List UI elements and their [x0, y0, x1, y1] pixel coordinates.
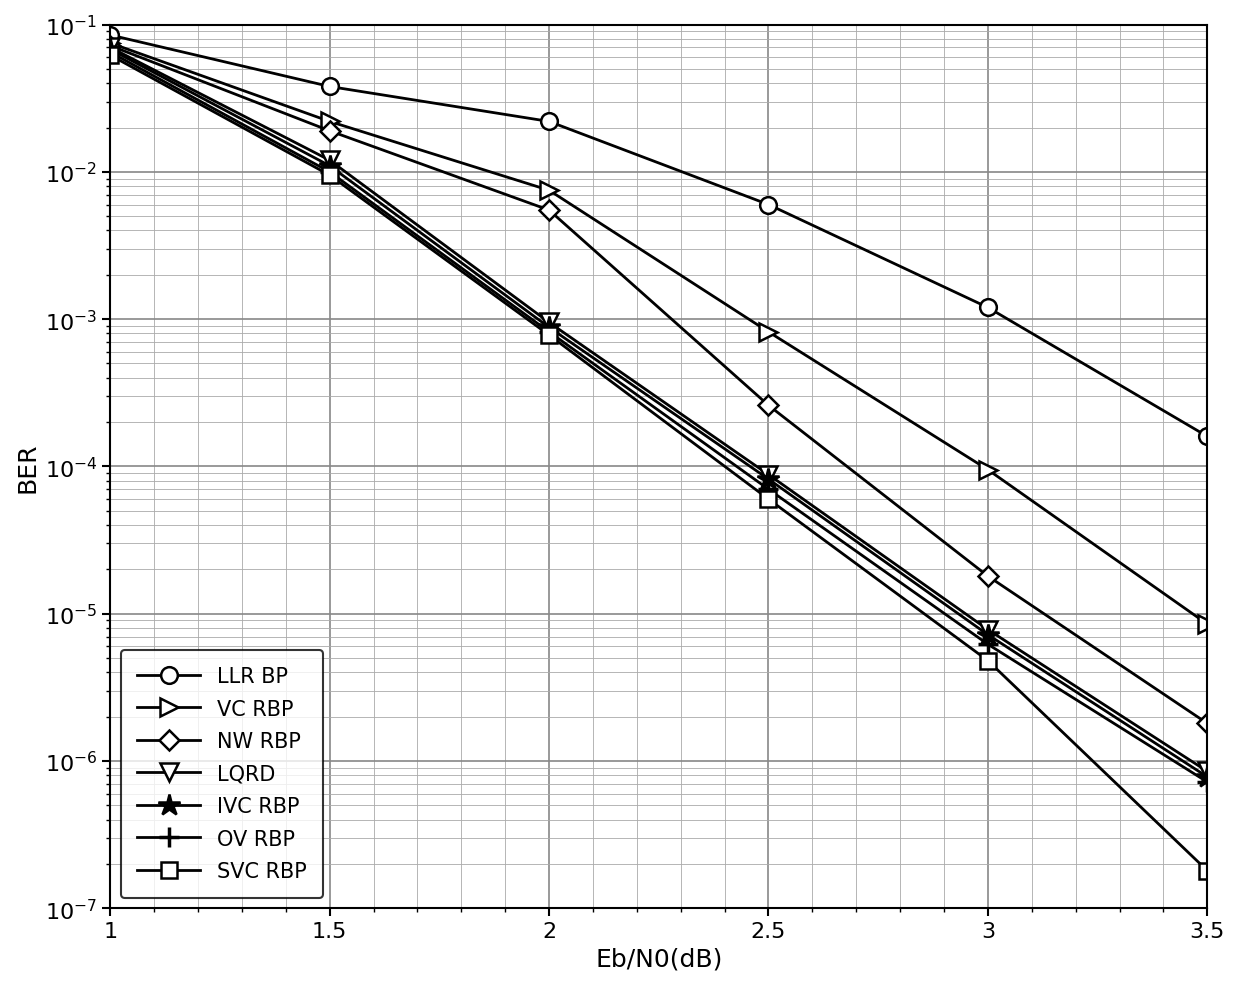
LLR BP: [761, 199, 776, 211]
VC RBP: [542, 185, 557, 197]
IVC RBP: [322, 161, 337, 173]
X-axis label: Eb/N0(dB): Eb/N0(dB): [595, 947, 723, 971]
OV RBP: [322, 167, 337, 178]
Line: SVC RBP: SVC RBP: [103, 48, 1215, 879]
LQRD: [761, 469, 776, 481]
SVC RBP: [542, 329, 557, 341]
LLR BP: [322, 82, 337, 94]
LLR BP: [981, 303, 996, 315]
SVC RBP: [1200, 865, 1215, 877]
LQRD: [322, 155, 337, 167]
IVC RBP: [1200, 771, 1215, 783]
VC RBP: [1200, 618, 1215, 630]
IVC RBP: [981, 629, 996, 641]
LLR BP: [542, 116, 557, 128]
Legend: LLR BP, VC RBP, NW RBP, LQRD, IVC RBP, OV RBP, SVC RBP: LLR BP, VC RBP, NW RBP, LQRD, IVC RBP, O…: [120, 650, 322, 898]
LLR BP: [1200, 431, 1215, 443]
SVC RBP: [322, 170, 337, 181]
SVC RBP: [761, 494, 776, 506]
LQRD: [103, 42, 118, 54]
Line: VC RBP: VC RBP: [102, 35, 1216, 633]
LQRD: [542, 317, 557, 329]
NW RBP: [761, 400, 776, 412]
NW RBP: [981, 571, 996, 583]
OV RBP: [761, 484, 776, 496]
LQRD: [1200, 766, 1215, 778]
OV RBP: [981, 639, 996, 651]
OV RBP: [1200, 776, 1215, 788]
OV RBP: [542, 326, 557, 338]
NW RBP: [1200, 718, 1215, 730]
VC RBP: [981, 464, 996, 476]
VC RBP: [761, 326, 776, 338]
Line: NW RBP: NW RBP: [103, 39, 1214, 731]
IVC RBP: [542, 322, 557, 334]
VC RBP: [322, 116, 337, 128]
Line: IVC RBP: IVC RBP: [99, 39, 1219, 788]
SVC RBP: [103, 50, 118, 62]
OV RBP: [103, 47, 118, 59]
IVC RBP: [103, 44, 118, 56]
LQRD: [981, 624, 996, 636]
NW RBP: [103, 40, 118, 52]
NW RBP: [542, 205, 557, 217]
Line: OV RBP: OV RBP: [100, 43, 1216, 792]
Line: LLR BP: LLR BP: [102, 28, 1215, 446]
VC RBP: [103, 38, 118, 50]
IVC RBP: [761, 473, 776, 485]
NW RBP: [322, 126, 337, 138]
Y-axis label: BER: BER: [15, 442, 38, 492]
LLR BP: [103, 30, 118, 41]
SVC RBP: [981, 655, 996, 667]
Line: LQRD: LQRD: [102, 39, 1216, 781]
